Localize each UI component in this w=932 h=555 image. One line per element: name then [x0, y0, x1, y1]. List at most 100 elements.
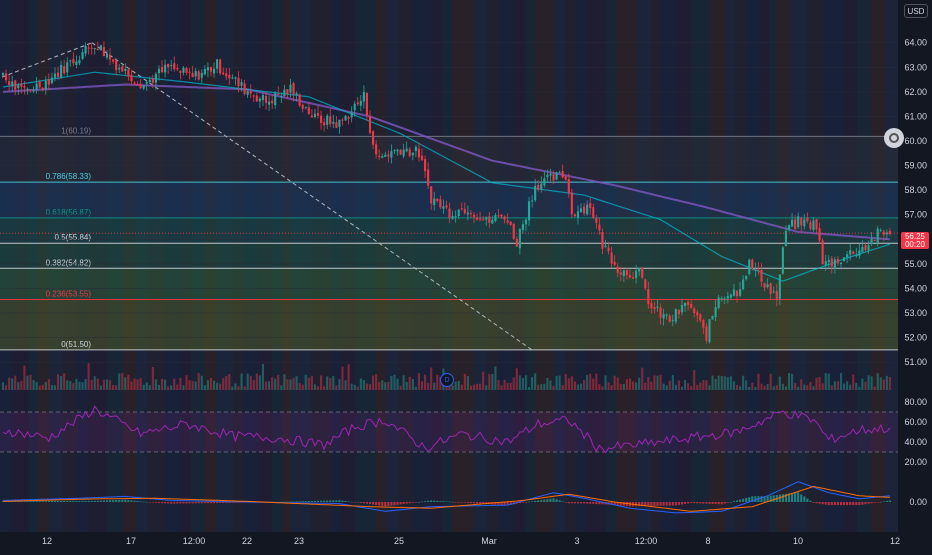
candle-body[interactable] — [234, 77, 237, 79]
candle-body[interactable] — [794, 219, 797, 229]
candle-body[interactable] — [335, 122, 338, 128]
candle-body[interactable] — [653, 307, 656, 310]
candle-body[interactable] — [420, 155, 424, 161]
candle-body[interactable] — [842, 257, 846, 262]
candle-body[interactable] — [531, 200, 534, 202]
candle-body[interactable] — [485, 217, 488, 220]
candle-body[interactable] — [255, 95, 258, 102]
candle-body[interactable] — [739, 289, 742, 296]
candle-body[interactable] — [390, 151, 393, 158]
candle-body[interactable] — [662, 314, 665, 319]
candle-body[interactable] — [313, 113, 317, 117]
currency-button[interactable]: USD — [904, 4, 928, 18]
candle-body[interactable] — [35, 83, 38, 90]
candle-body[interactable] — [448, 208, 451, 219]
candle-body[interactable] — [197, 71, 200, 80]
candle-body[interactable] — [387, 154, 390, 157]
candle-body[interactable] — [63, 66, 66, 74]
trend-line[interactable] — [91, 42, 533, 351]
candle-body[interactable] — [133, 82, 136, 84]
candle-body[interactable] — [249, 90, 252, 94]
candle-body[interactable] — [595, 218, 598, 223]
candle-body[interactable] — [96, 48, 99, 50]
candle-body[interactable] — [378, 156, 381, 158]
candle-body[interactable] — [873, 239, 876, 241]
candle-body[interactable] — [75, 61, 78, 65]
candle-body[interactable] — [145, 81, 148, 84]
candle-body[interactable] — [561, 171, 564, 178]
candle-body[interactable] — [754, 269, 757, 271]
candle-body[interactable] — [693, 308, 696, 314]
candle-body[interactable] — [44, 81, 47, 90]
candle-body[interactable] — [216, 59, 219, 69]
candle-body[interactable] — [105, 53, 109, 58]
candle-body[interactable] — [99, 45, 102, 51]
candle-body[interactable] — [714, 307, 717, 318]
candle-body[interactable] — [861, 246, 864, 253]
candle-body[interactable] — [277, 93, 280, 96]
candle-body[interactable] — [699, 314, 702, 321]
candle-body[interactable] — [329, 116, 332, 125]
candle-body[interactable] — [644, 279, 647, 289]
candle-body[interactable] — [512, 223, 515, 239]
candle-body[interactable] — [356, 102, 359, 105]
candle-body[interactable] — [488, 216, 491, 223]
candle-body[interactable] — [469, 213, 473, 215]
target-icon[interactable] — [884, 128, 904, 148]
candle-body[interactable] — [769, 283, 772, 294]
candle-body[interactable] — [289, 84, 292, 93]
candle-body[interactable] — [885, 232, 888, 235]
candle-body[interactable] — [225, 73, 228, 77]
candle-body[interactable] — [500, 214, 503, 217]
candle-body[interactable] — [81, 52, 84, 59]
candle-body[interactable] — [687, 302, 690, 306]
candle-body[interactable] — [50, 77, 54, 84]
candle-body[interactable] — [26, 88, 29, 90]
candle-body[interactable] — [188, 71, 191, 73]
candle-body[interactable] — [573, 214, 576, 217]
candle-body[interactable] — [160, 67, 164, 73]
candle-body[interactable] — [414, 146, 417, 152]
candle-body[interactable] — [381, 156, 384, 158]
candle-body[interactable] — [115, 60, 118, 71]
candle-body[interactable] — [659, 307, 662, 318]
candle-body[interactable] — [243, 83, 246, 94]
candle-body[interactable] — [29, 89, 32, 91]
candle-body[interactable] — [228, 74, 231, 79]
candle-body[interactable] — [258, 98, 261, 102]
candle-body[interactable] — [521, 224, 525, 230]
candle-body[interactable] — [405, 148, 408, 152]
candle-body[interactable] — [209, 67, 213, 72]
candle-body[interactable] — [399, 149, 402, 155]
candle-body[interactable] — [882, 231, 885, 235]
candle-body[interactable] — [607, 247, 610, 252]
candle-body[interactable] — [154, 73, 157, 83]
candle-body[interactable] — [139, 83, 142, 89]
candle-body[interactable] — [365, 92, 369, 116]
candle-body[interactable] — [466, 212, 469, 215]
candle-body[interactable] — [427, 169, 430, 186]
candle-body[interactable] — [222, 72, 225, 75]
candle-body[interactable] — [717, 297, 720, 309]
candle-body[interactable] — [665, 314, 668, 316]
candle-body[interactable] — [720, 298, 723, 300]
candle-body[interactable] — [858, 250, 861, 256]
candle-body[interactable] — [638, 268, 641, 272]
candle-body[interactable] — [436, 199, 439, 201]
candle-body[interactable] — [130, 75, 133, 82]
candle-body[interactable] — [231, 77, 234, 79]
candle-body[interactable] — [876, 228, 879, 243]
candle-body[interactable] — [304, 106, 307, 108]
candle-body[interactable] — [179, 70, 182, 73]
candle-body[interactable] — [268, 101, 271, 105]
candle-body[interactable] — [592, 207, 595, 218]
candle-body[interactable] — [628, 275, 632, 278]
candle-body[interactable] — [167, 63, 170, 68]
candle-body[interactable] — [791, 219, 794, 227]
candle-body[interactable] — [170, 65, 173, 67]
candle-body[interactable] — [610, 252, 613, 264]
candle-body[interactable] — [237, 77, 240, 87]
candle-body[interactable] — [601, 232, 604, 249]
candle-body[interactable] — [708, 319, 711, 343]
candle-body[interactable] — [677, 309, 680, 315]
